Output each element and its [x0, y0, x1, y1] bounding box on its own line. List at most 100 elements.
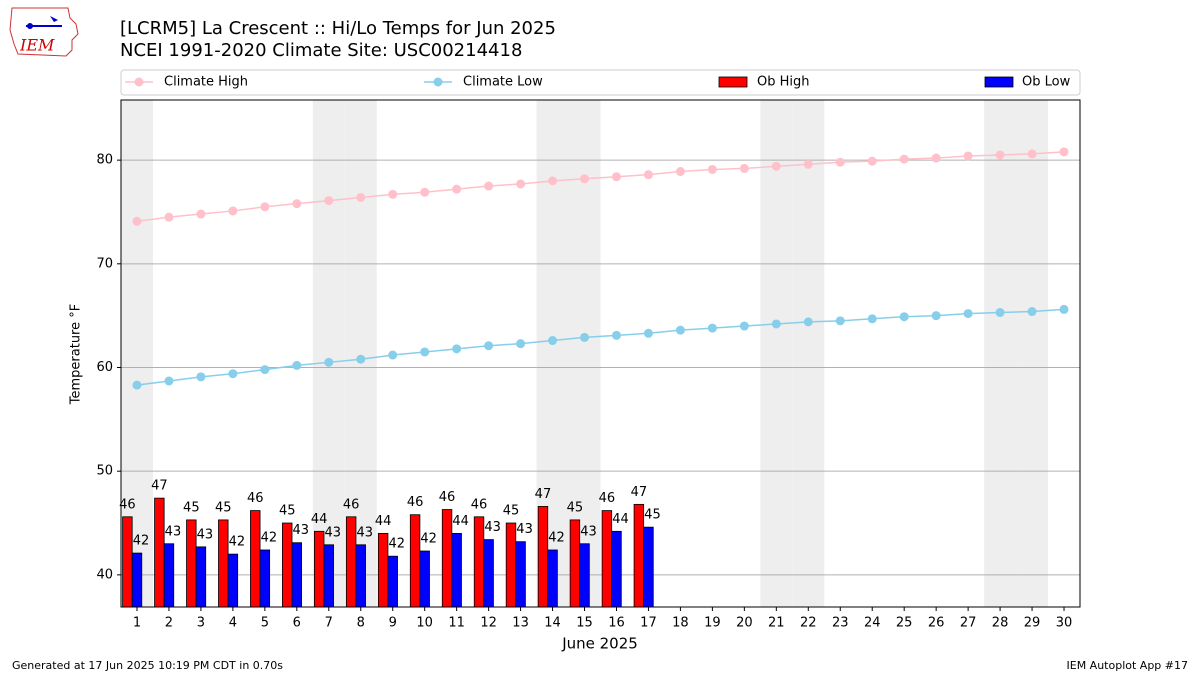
legend-marker — [433, 77, 443, 87]
x-tick-label: 23 — [832, 616, 849, 631]
legend-label: Climate Low — [463, 75, 543, 90]
line-point — [867, 314, 877, 324]
x-tick-label: 12 — [480, 616, 497, 631]
x-tick-label: 13 — [512, 616, 529, 631]
line-point — [1027, 307, 1037, 317]
bar-value-label: 45 — [644, 508, 661, 523]
x-tick-label: 26 — [928, 616, 945, 631]
y-axis-label: Temperature °F — [69, 304, 84, 405]
bar-value-label: 46 — [119, 497, 136, 512]
line-point — [931, 311, 941, 321]
x-tick-label: 27 — [960, 616, 977, 631]
bar-value-label: 45 — [215, 500, 232, 515]
line-point — [675, 325, 685, 335]
ob-bar — [601, 510, 613, 608]
bar-value-label: 46 — [471, 497, 488, 512]
x-tick-label: 29 — [1024, 616, 1041, 631]
plot-frame — [120, 99, 1081, 608]
ob-bar — [377, 532, 389, 608]
x-tick-label: 21 — [768, 616, 785, 631]
line-point — [420, 187, 430, 197]
climate-line — [136, 151, 1065, 223]
x-tick-label: 14 — [544, 616, 561, 631]
x-tick-label: 22 — [800, 616, 817, 631]
x-tick-label: 1 — [133, 616, 141, 631]
line-point — [1059, 304, 1069, 314]
ob-bar — [579, 543, 590, 608]
ob-bar — [323, 544, 334, 608]
ob-bar — [419, 550, 430, 608]
line-point — [324, 196, 334, 206]
line-point — [963, 151, 973, 161]
x-tick-label: 28 — [992, 616, 1009, 631]
legend-marker — [134, 77, 144, 87]
line-point — [899, 154, 909, 164]
x-tick-label: 30 — [1056, 616, 1073, 631]
bar-value-label: 42 — [420, 532, 437, 547]
bar-value-label: 42 — [388, 537, 405, 552]
x-tick-label: 9 — [389, 616, 397, 631]
ob-bar — [154, 497, 165, 608]
line-point — [803, 317, 813, 327]
ob-bar — [451, 532, 462, 608]
weekend-shade — [312, 100, 345, 607]
bar-value-label: 45 — [279, 504, 296, 519]
line-point — [516, 179, 526, 189]
bar-value-label: 43 — [325, 525, 342, 540]
bar-value-label: 43 — [356, 525, 373, 540]
ob-bar — [569, 519, 581, 608]
bar-value-label: 43 — [484, 520, 501, 535]
line-point — [228, 369, 238, 379]
weekend-shade — [760, 100, 793, 607]
ob-bar — [291, 542, 303, 608]
ob-bar — [131, 552, 143, 608]
bar-value-label: 47 — [535, 487, 552, 502]
bar-value-label: 42 — [133, 534, 150, 549]
line-point — [675, 167, 685, 177]
line-point — [260, 202, 270, 212]
legend-label: Ob Low — [1022, 75, 1071, 90]
logo-text: IEM — [19, 36, 55, 55]
bar-value-label: 46 — [407, 495, 424, 510]
footer-left: Generated at 17 Jun 2025 10:19 PM CDT in… — [12, 659, 283, 672]
logo: IEM — [9, 7, 79, 57]
weekend-shade — [792, 100, 825, 607]
bar-value-label: 47 — [151, 479, 168, 494]
bar-value-label: 46 — [247, 491, 264, 506]
ob-bar — [345, 516, 357, 608]
ob-bar — [441, 509, 453, 608]
bar-value-label: 47 — [631, 485, 648, 500]
bar-value-label: 42 — [548, 530, 565, 545]
line-point — [707, 323, 717, 333]
bar-value-label: 44 — [311, 512, 328, 527]
line-point — [803, 159, 813, 169]
bar-value-label: 45 — [503, 504, 520, 519]
x-tick-label: 15 — [576, 616, 593, 631]
ob-bar — [409, 514, 421, 608]
ob-bar — [633, 503, 645, 608]
line-point — [292, 360, 302, 370]
bar-value-label: 44 — [375, 514, 392, 529]
bar-value-label: 45 — [183, 500, 200, 515]
line-point — [1059, 147, 1069, 157]
x-tick-label: 10 — [416, 616, 433, 631]
line-point — [611, 172, 621, 182]
x-axis-label: June 2025 — [561, 635, 638, 653]
ob-bar — [643, 526, 654, 608]
ob-bar — [483, 539, 494, 608]
line-point — [995, 308, 1005, 318]
ob-bar — [122, 516, 133, 608]
line-point — [452, 344, 462, 354]
line-point — [739, 163, 749, 173]
line-point — [739, 321, 749, 331]
line-point — [1027, 149, 1037, 159]
line-point — [356, 354, 366, 364]
ob-bar — [186, 519, 197, 608]
line-point — [388, 350, 398, 360]
line-point — [707, 164, 717, 174]
x-tick-label: 5 — [261, 616, 269, 631]
bar-value-label: 43 — [293, 523, 310, 538]
bar-value-label: 44 — [452, 514, 469, 529]
line-point — [931, 153, 941, 163]
bar-value-label: 42 — [229, 535, 246, 550]
